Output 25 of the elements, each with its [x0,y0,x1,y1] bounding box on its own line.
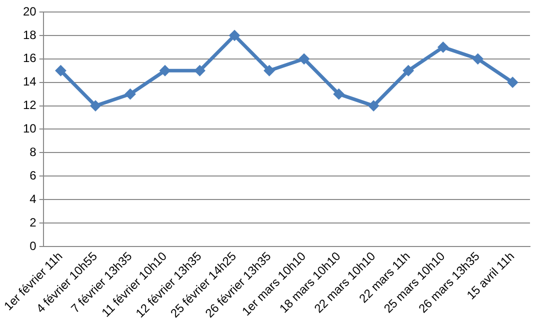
point [472,53,484,64]
point [438,42,449,53]
y-tick-label: 4 [30,192,37,206]
point [194,65,206,76]
y-tick-label: 14 [22,74,37,89]
point [333,88,344,100]
point [507,76,518,88]
point [124,88,136,100]
y-tick-label: 18 [22,28,37,42]
point [402,65,414,76]
point [264,65,275,76]
point [55,65,66,76]
y-tick-label: 12 [22,98,37,112]
point [368,100,380,112]
y-tick-label: 16 [22,51,37,66]
y-tick-label: 20 [22,4,37,18]
y-tick-label: 10 [22,122,37,136]
point [160,65,171,76]
point [298,53,310,64]
y-tick-label: 6 [30,168,37,182]
point [90,100,101,112]
y-tick-label: 0 [30,238,37,253]
point [229,30,240,41]
y-tick-label: 8 [30,145,37,160]
y-tick-label: 2 [30,215,37,230]
